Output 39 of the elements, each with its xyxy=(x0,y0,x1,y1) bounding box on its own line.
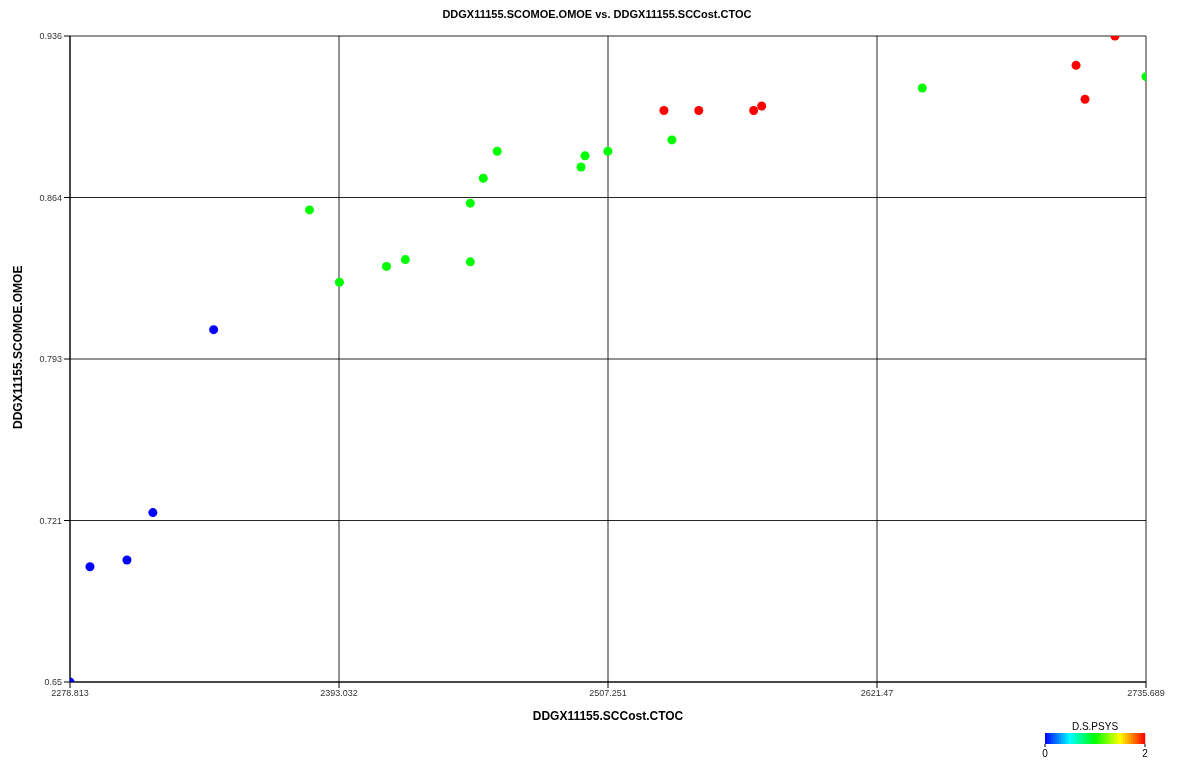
color-bar-title: D.S.PSYS xyxy=(1071,721,1119,732)
color-bar-label: 0 xyxy=(1042,748,1049,759)
point xyxy=(1080,94,1090,104)
point xyxy=(465,198,475,208)
y-tick-label: 0.936 xyxy=(39,31,62,42)
x-tick-label: 2278.813 xyxy=(51,688,89,699)
point xyxy=(757,101,767,111)
color-bar-label: 2 xyxy=(1142,748,1149,759)
x-tick-label: 2621.47 xyxy=(860,688,894,699)
point xyxy=(492,146,502,156)
point xyxy=(659,106,669,116)
point xyxy=(334,277,344,287)
point xyxy=(85,562,95,572)
x-axis-title: DDGX11155.SCCost.CTOC xyxy=(532,709,684,723)
point xyxy=(465,257,475,267)
point xyxy=(209,325,219,335)
x-tick-label: 2507.251 xyxy=(589,688,627,699)
point xyxy=(1071,60,1081,70)
point xyxy=(749,106,759,116)
point xyxy=(400,255,410,265)
point xyxy=(122,555,132,565)
point xyxy=(667,135,677,145)
y-tick-label: 0.793 xyxy=(39,354,62,365)
y-tick-label: 0.721 xyxy=(39,515,62,526)
x-tick-label: 2393.032 xyxy=(320,688,358,699)
point xyxy=(478,173,488,183)
point xyxy=(580,151,590,161)
x-tick-label: 2735.689 xyxy=(1127,688,1165,699)
y-tick-label: 0.864 xyxy=(39,192,62,203)
point xyxy=(603,146,613,156)
point xyxy=(304,205,314,215)
point xyxy=(148,508,158,518)
point xyxy=(576,162,586,172)
point xyxy=(382,261,391,271)
point xyxy=(917,83,927,93)
point xyxy=(694,106,704,116)
y-axis-title: DDGX11155.SCOMOE.OMOE xyxy=(11,265,26,429)
chart-title: DDGX11155.SCOMOE.OMOE vs. DDGX11155.SCCost.CTOC xyxy=(441,8,753,20)
y-tick-label: 0.65 xyxy=(44,677,62,688)
